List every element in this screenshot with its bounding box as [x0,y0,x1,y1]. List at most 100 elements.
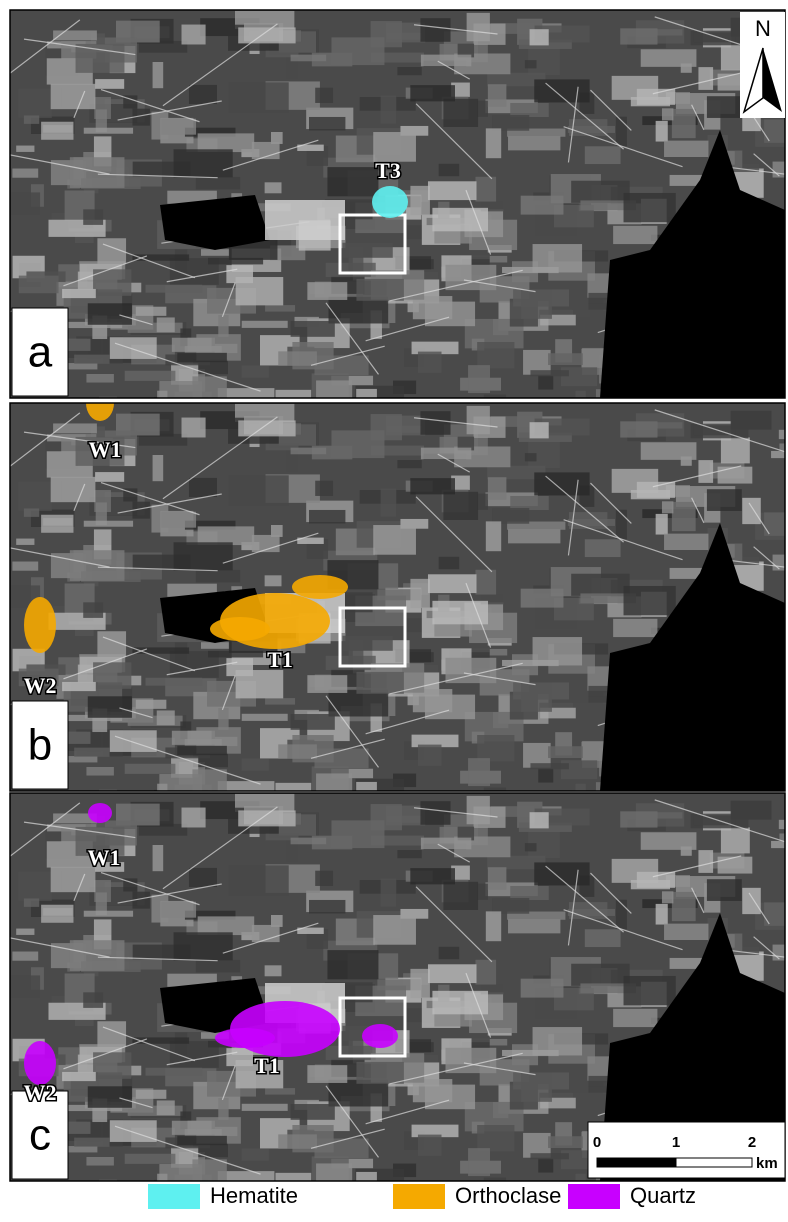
terrain-field [410,186,430,215]
terrain-field [238,810,295,826]
terrain-field [88,303,132,324]
terrain-field [548,353,583,365]
terrain-field [172,338,212,352]
terrain-field [502,660,559,666]
terrain-field [624,193,676,222]
terrain-field [707,489,742,511]
terrain-field [521,290,552,319]
terrain-field [174,149,233,177]
terrain-field [291,321,335,337]
terrain-field [174,542,233,570]
terrain-field [18,89,51,118]
legend-swatch [393,1184,445,1209]
legend-swatch [568,1184,620,1209]
terrain-field [62,1072,96,1081]
terrain-field [662,108,673,120]
terrain-field [502,1050,559,1056]
site-label: W2 [24,673,57,698]
terrain-field [410,478,455,494]
bright-area [265,200,345,240]
terrain-field [548,746,583,758]
terrain-field [342,636,392,651]
terrain-field [12,562,38,571]
terrain-field [508,136,560,150]
terrain-field [662,891,673,903]
terrain-field [477,1125,514,1152]
terrain-field [467,13,490,41]
terrain-field [637,89,675,105]
terrain-field [125,371,176,381]
terrain-field [74,355,109,364]
terrain-field [51,477,96,502]
terrain-field [502,267,559,273]
terrain-field [157,317,175,332]
terrain-field [153,62,164,88]
terrain-field [12,169,38,178]
terrain-field [11,975,40,998]
terrain-field [332,1181,373,1209]
terrain-field [510,103,548,117]
terrain-field [467,796,490,824]
terrain-field [125,1154,176,1164]
terrain-field [672,109,696,138]
figure: aT3bW1T1W2cW1T1W2N012kmHematiteOrthoclas… [0,0,788,1222]
terrain-field [278,744,317,758]
terrain-field [488,84,507,107]
terrain-field [475,570,496,595]
terrain-field [110,1120,157,1142]
terrain-field [316,380,352,399]
mineral-occurrence [372,186,408,218]
terrain-field [493,319,508,335]
terrain-field [174,932,233,960]
terrain-field [664,141,708,157]
terrain-field [201,249,229,256]
terrain-field [662,501,673,513]
terrain-field [493,712,508,728]
terrain-field [672,502,696,531]
terrain-field [177,746,227,755]
terrain-field [548,1136,583,1148]
site-label: T3 [375,158,401,183]
terrain-field [530,29,549,45]
terrain-field [421,838,471,850]
terrain-field [521,589,564,608]
terrain-field [475,960,496,985]
terrain-field [561,367,597,386]
terrain-field [86,1157,113,1166]
terrain-field [307,675,347,693]
terrain-field [637,482,675,498]
terrain-field [420,801,450,825]
terrain-field [331,820,384,848]
terrain-field [196,570,240,582]
terrain-field [421,448,471,460]
terrain-field [664,534,708,550]
terrain-field [468,758,490,786]
terrain-field [198,133,255,152]
mineral-occurrence [210,617,270,641]
terrain-field [242,1148,269,1160]
terrain-field [510,496,548,510]
site-label: W1 [89,437,122,462]
terrain-field [182,808,206,828]
terrain-field [309,117,345,131]
terrain-field [641,832,697,850]
terrain-field [530,763,568,769]
site-label: W1 [88,845,121,870]
terrain-field [721,827,750,853]
terrain-field [534,79,589,102]
terrain-field [585,929,621,947]
terrain-field [236,277,284,305]
terrain-field [331,430,384,458]
terrain-field [41,122,73,140]
terrain-field [161,119,196,135]
terrain-field [525,60,537,68]
terrain-field [242,1104,288,1111]
terrain-field [291,838,327,845]
terrain-field [238,27,295,43]
map-panel [0,10,788,427]
terrain-field [613,619,657,637]
terrain-field [397,850,421,858]
terrain-field [153,845,164,871]
terrain-field [508,919,560,933]
terrain-field [172,1121,212,1135]
